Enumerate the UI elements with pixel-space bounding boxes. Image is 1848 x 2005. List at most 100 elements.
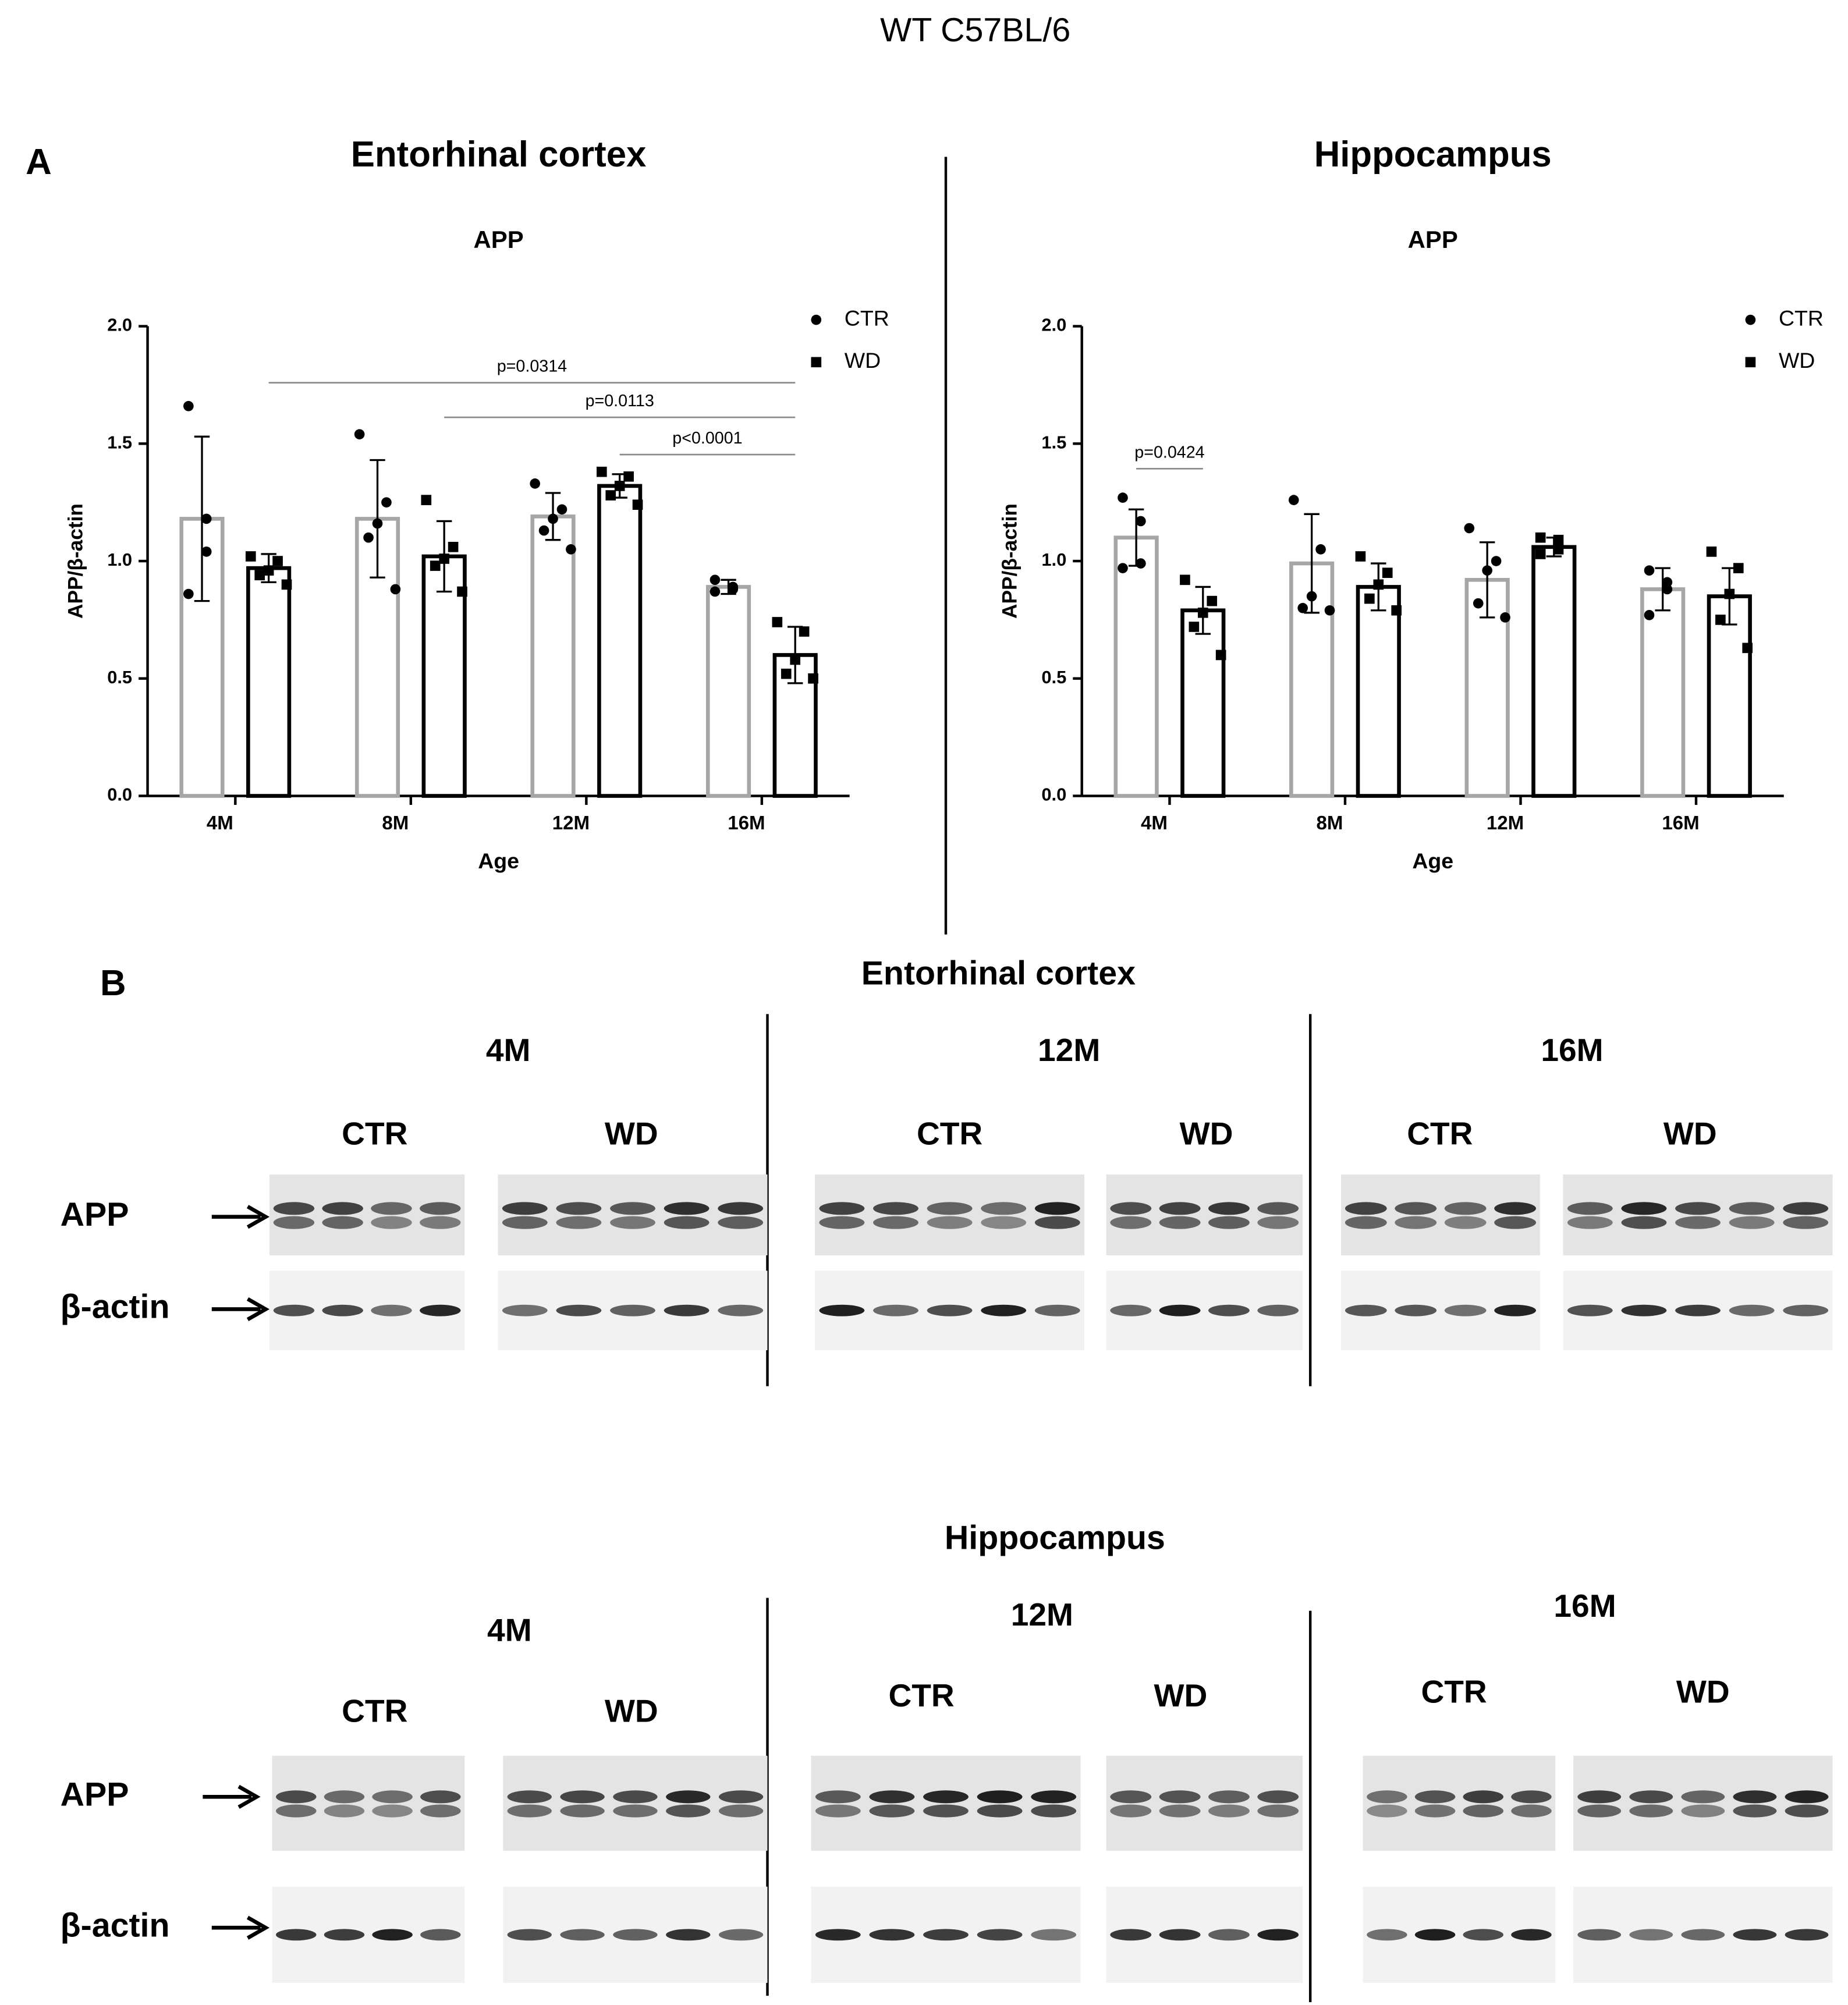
data-point [183,588,194,599]
condition-label: WD [605,1693,658,1729]
blot-band [1675,1304,1721,1316]
blot-band [718,1216,764,1229]
blot-band [1577,1790,1622,1804]
blot-image [1106,1174,1303,1255]
blot-band [1110,1304,1152,1316]
blot-band [1577,1804,1622,1818]
data-point [201,547,212,557]
section-title: Entorhinal cortex [861,954,1136,992]
blot-band [1733,1929,1777,1941]
blot-band [815,1929,861,1941]
blot-band [869,1929,915,1941]
data-point [1473,598,1484,609]
blot-band [977,1929,1023,1941]
row-label: APP [61,1196,129,1233]
data-point [263,565,274,576]
y-tick-label: 0.5 [107,667,132,687]
blot-band [718,1304,764,1316]
blot-band [1345,1304,1387,1316]
blot-band [815,1804,861,1818]
blot-band [873,1216,918,1229]
x-tick-label: 12M [552,812,590,834]
row-label: APP [61,1776,129,1813]
blot-band [1208,1929,1250,1941]
blot-band [664,1202,710,1215]
blot-band [1031,1929,1077,1941]
age-label: 12M [1038,1032,1100,1068]
blot-band [819,1216,865,1229]
blot-band [1681,1929,1725,1941]
bar [597,484,643,798]
data-point [548,513,558,524]
blot-band [420,1304,461,1316]
blot-band [1629,1929,1673,1941]
data-point [1288,495,1299,505]
y-tick-label: 1.0 [1041,549,1066,570]
bar [1707,594,1752,798]
data-point [566,544,576,555]
blot-band [372,1790,413,1804]
blot-band [815,1790,861,1804]
blot-band [322,1216,363,1229]
data-point [710,574,721,585]
blot-band [324,1804,365,1818]
condition-label: CTR [917,1115,982,1151]
y-tick-label: 2.0 [107,315,132,335]
blot-band [560,1929,605,1941]
condition-label: WD [605,1115,658,1151]
blot-band [273,1304,315,1316]
blot-band [613,1929,658,1941]
data-point [1180,574,1190,585]
data-point [556,504,567,515]
blot-band [1257,1804,1299,1818]
blot-band [371,1216,412,1229]
panel-label: B [100,963,126,1003]
blot-band [420,1804,461,1818]
blot-band [1785,1804,1829,1818]
blot-band [1511,1804,1552,1818]
blot-band [613,1790,658,1804]
blot-band [1621,1202,1667,1215]
section-title: Hippocampus [945,1519,1165,1556]
blot-band [718,1202,764,1215]
blot-band [273,1216,315,1229]
condition-label: WD [1663,1115,1717,1151]
data-point [1535,532,1546,543]
y-tick-label: 0.0 [107,785,132,805]
x-tick-label: 4M [1141,812,1168,834]
data-point [1553,544,1564,555]
legend-label: CTR [1779,306,1824,330]
figure-title: WT C57BL/6 [880,12,1070,49]
blot-band [819,1304,865,1316]
data-point [1382,567,1393,579]
blot-band [718,1804,764,1818]
blot-band [1110,1929,1152,1941]
blot-band [1629,1804,1673,1818]
legend-marker [811,357,822,368]
blot-band [273,1202,315,1215]
blot-band [420,1216,461,1229]
blot-band [819,1202,865,1215]
data-point [1215,650,1226,661]
blot-band [927,1304,973,1316]
bar [705,585,751,798]
blot-band [923,1804,969,1818]
data-point [1391,605,1402,616]
condition-label: CTR [888,1677,954,1713]
error-bar [1479,541,1495,619]
legend-label: WD [1779,348,1815,372]
blot-band [1729,1304,1775,1316]
data-point [623,471,634,482]
blot-band [977,1790,1023,1804]
data-point [254,570,265,581]
blot-band [1675,1216,1721,1229]
blot-band [1783,1216,1829,1229]
blot-band [1345,1202,1387,1215]
bar [246,566,292,798]
blot-band [1367,1804,1407,1818]
blot-band [1257,1790,1299,1804]
data-point [1724,588,1735,599]
blot-band [1681,1804,1725,1818]
blot-band [923,1790,969,1804]
blot-band [324,1790,365,1804]
